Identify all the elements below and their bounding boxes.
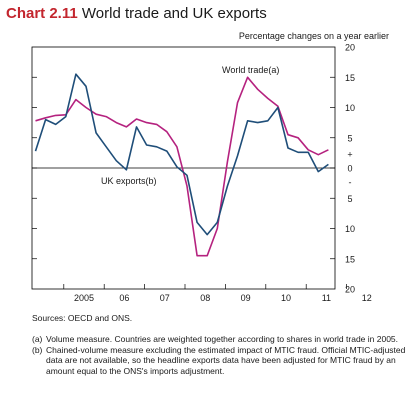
footnote-marker: (b)	[32, 344, 43, 355]
x-tick-label: 08	[200, 293, 210, 303]
y-axis-unit-label: Percentage changes on a year earlier	[238, 31, 389, 41]
line-chart: 20 15 10 5 +0 - 5 10 15 20 2005 06 07 08 09 10 11 12 Wor…	[31, 43, 372, 303]
footnote-a: (a) Volume measure. Countries are weight…	[32, 334, 407, 345]
x-tick-label: 07	[160, 293, 170, 303]
footnote-text: Chained-volume measure excluding the est…	[46, 344, 406, 376]
x-axis-labels: 2005 06 07 08 09 10 11 12	[74, 293, 372, 303]
y-tick-label: 20	[345, 43, 355, 53]
y-tick-label: 10	[345, 103, 355, 113]
y-axis-labels: 20 15 10 5 +0 - 5 10 15 20	[345, 43, 355, 295]
y-tick-label: -	[349, 177, 352, 187]
footnote-marker: (a)	[32, 334, 43, 344]
y-tick-label: 5	[347, 194, 352, 204]
uk-exports-line	[34, 73, 329, 236]
x-tick-label: 09	[241, 293, 251, 303]
footnotes: (a) Volume measure. Countries are weight…	[32, 334, 407, 376]
y-tick-label: 10	[345, 224, 355, 234]
y-tick-label: 0	[347, 164, 352, 174]
x-tick-label: 12	[362, 293, 372, 303]
x-tick-label: 11	[322, 293, 331, 303]
world-trade-line	[35, 76, 329, 257]
y-tick-label: +	[347, 150, 352, 160]
world-trade-annotation: World trade(a)	[222, 65, 279, 75]
x-tick-label: 10	[281, 293, 291, 303]
y-tick-label: 15	[345, 73, 355, 83]
axis-ticks	[32, 76, 347, 289]
chart-number: Chart 2.11	[6, 5, 78, 22]
uk-exports-annotation: UK exports(b)	[101, 176, 157, 186]
y-tick-label: 15	[345, 254, 355, 264]
sources-note: Sources: OECD and ONS.	[32, 313, 133, 323]
footnote-text: Volume measure. Countries are weighted t…	[46, 334, 399, 344]
footnote-b: (b) Chained-volume measure excluding the…	[32, 345, 407, 377]
series-lines	[34, 73, 329, 257]
x-tick-label: 2005	[74, 293, 94, 303]
series-annotations: World trade(a) UK exports(b)	[101, 65, 279, 186]
y-tick-label: 5	[347, 133, 352, 143]
chart-title: Chart 2.11 World trade and UK exports	[6, 5, 267, 22]
y-tick-label: 20	[345, 285, 355, 295]
chart-title-text: World trade and UK exports	[81, 5, 267, 22]
x-tick-label: 06	[119, 293, 129, 303]
